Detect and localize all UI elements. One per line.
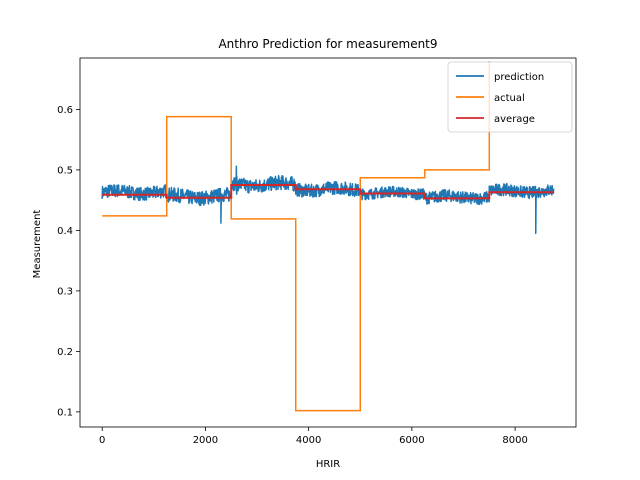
x-tick-label: 4000 (296, 435, 321, 446)
y-tick-label: 0.5 (57, 165, 73, 176)
series-group (101, 61, 555, 412)
x-tick-label: 6000 (399, 435, 424, 446)
y-axis: 0.1 0.2 0.3 0.4 0.5 0.6 (57, 105, 80, 418)
x-axis-label: HRIR (316, 459, 340, 470)
chart-title: Anthro Prediction for measurement9 (218, 37, 437, 51)
series-line-average (102, 184, 554, 200)
series-line-prediction (101, 165, 555, 235)
x-tick-label: 8000 (502, 435, 527, 446)
x-tick-label: 0 (99, 435, 105, 446)
y-tick-label: 0.4 (57, 226, 73, 237)
x-tick-label: 2000 (193, 435, 218, 446)
y-tick-label: 0.3 (57, 286, 73, 297)
plot-area (79, 57, 577, 428)
y-tick-label: 0.1 (57, 407, 73, 418)
legend-label-prediction: prediction (494, 72, 544, 83)
y-axis-label: Measurement (32, 210, 43, 279)
x-axis: 0 2000 4000 6000 8000 (99, 427, 528, 446)
legend-box (447, 61, 573, 133)
legend: prediction actual average (447, 61, 573, 133)
y-tick-label: 0.2 (57, 347, 73, 358)
series-line-actual (102, 61, 491, 412)
legend-label-actual: actual (494, 93, 525, 104)
plot-frame (79, 57, 577, 428)
legend-label-average: average (494, 114, 535, 125)
y-tick-label: 0.6 (57, 105, 73, 116)
